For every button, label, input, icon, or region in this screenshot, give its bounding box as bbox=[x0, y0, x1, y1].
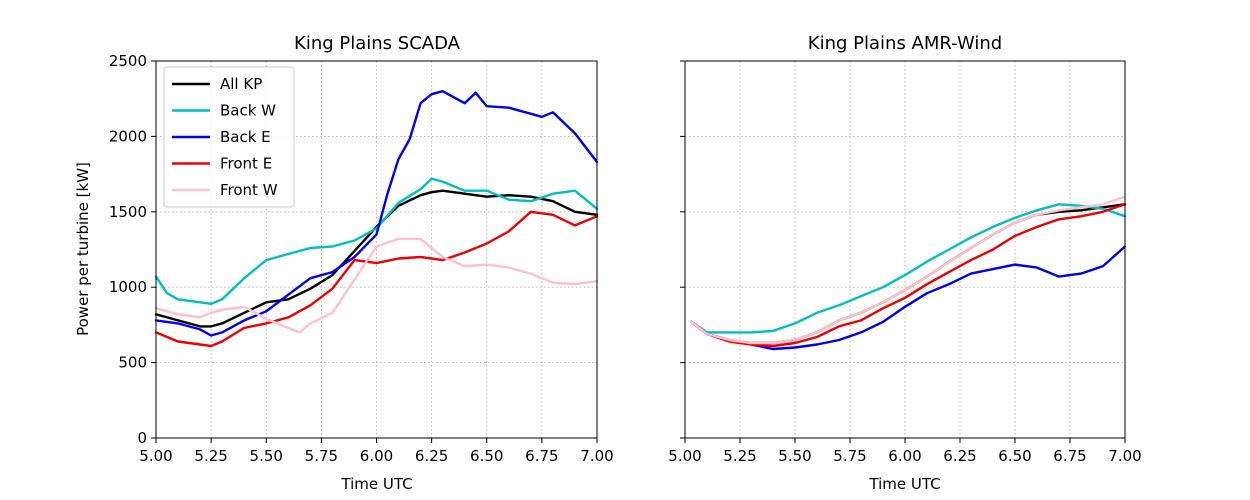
amr-wind-ticks: 5.00 5.25 5.50 5.75 6.00 6.25 6.50 6.75 7.00 bbox=[668, 60, 1142, 465]
y-tick-label: 500 bbox=[118, 354, 147, 372]
series-line-s3 bbox=[690, 203, 1127, 348]
x-tick-label: 5.00 bbox=[139, 447, 172, 465]
legend-frame bbox=[163, 66, 295, 208]
scada-ticks: 5.00 5.25 5.50 5.75 6.00 6.25 6.50 6.75 7.00 0 500… bbox=[109, 52, 614, 465]
legend-label: Front E bbox=[220, 155, 272, 173]
x-tick-label: 5.00 bbox=[668, 447, 701, 465]
scada-series bbox=[154, 89, 599, 348]
legend-label: Front W bbox=[220, 181, 278, 199]
amr-wind-grid bbox=[684, 60, 1126, 439]
x-tick-label: 6.25 bbox=[415, 447, 448, 465]
x-tick-label: 6.00 bbox=[360, 447, 393, 465]
y-tick-label: 1500 bbox=[109, 203, 147, 221]
scada-panel: King Plains SCADA 5.00 5.25 5.50 5.75 6.00 6.… bbox=[74, 33, 614, 493]
series-line-front-w bbox=[154, 237, 599, 334]
x-tick-label: 7.00 bbox=[580, 447, 613, 465]
x-tick-label: 5.25 bbox=[723, 447, 756, 465]
scada-title: King Plains SCADA bbox=[294, 33, 461, 54]
x-tick-label: 5.25 bbox=[194, 447, 227, 465]
series-line-s4 bbox=[690, 195, 1127, 345]
x-tick-label: 6.25 bbox=[943, 447, 976, 465]
y-tick-label: 0 bbox=[137, 429, 147, 447]
y-tick-label: 2500 bbox=[109, 52, 147, 70]
scada-x-axis-label: Time UTC bbox=[340, 475, 412, 493]
legend-label: Back W bbox=[220, 102, 276, 120]
y-tick-label: 1000 bbox=[109, 278, 147, 296]
y-tick-label: 2000 bbox=[109, 127, 147, 145]
scada-legend: All KP Back W Back E Front E Front W bbox=[163, 66, 295, 208]
amr-wind-title: King Plains AMR-Wind bbox=[808, 33, 1002, 54]
amr-wind-panel: King Plains AMR-Wind 5.00 5.25 5.50 5.75 6.0… bbox=[668, 33, 1141, 493]
amr-wind-x-axis-label: Time UTC bbox=[868, 475, 940, 493]
x-tick-label: 6.75 bbox=[525, 447, 558, 465]
x-tick-label: 6.50 bbox=[998, 447, 1031, 465]
x-tick-label: 5.50 bbox=[778, 447, 811, 465]
x-tick-label: 7.00 bbox=[1108, 447, 1141, 465]
x-tick-label: 5.75 bbox=[833, 447, 866, 465]
legend-label: All KP bbox=[220, 75, 262, 93]
x-tick-label: 6.75 bbox=[1053, 447, 1086, 465]
series-line-back-e bbox=[154, 89, 599, 337]
scada-y-axis-label: Power per turbine [kW] bbox=[74, 162, 92, 336]
amr-wind-series bbox=[690, 195, 1127, 351]
series-line-back-w bbox=[154, 177, 599, 305]
legend-label: Back E bbox=[220, 128, 271, 146]
x-tick-label: 6.00 bbox=[888, 447, 921, 465]
x-tick-label: 5.50 bbox=[250, 447, 283, 465]
series-line-s1 bbox=[690, 203, 1127, 334]
x-tick-label: 5.75 bbox=[305, 447, 338, 465]
series-line-s2 bbox=[690, 245, 1127, 351]
x-tick-label: 6.50 bbox=[470, 447, 503, 465]
